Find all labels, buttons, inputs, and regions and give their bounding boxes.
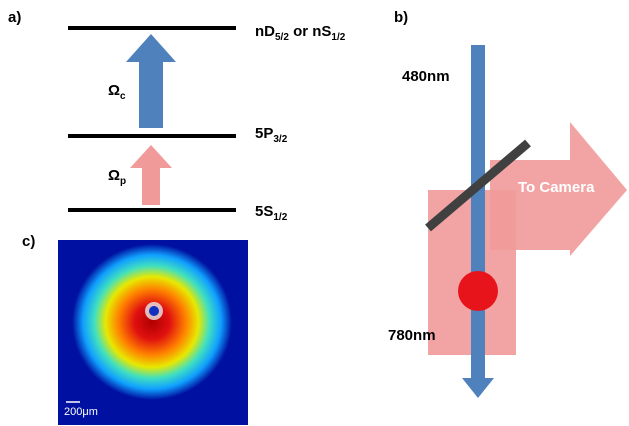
scale-label: 200μm [64, 406, 98, 418]
rabi-label: Ωp [108, 167, 126, 187]
probe-arrow [130, 145, 172, 205]
level-symbol: 5S [255, 203, 273, 220]
atom-cloud [458, 271, 498, 311]
level-symbol: 5P [255, 125, 273, 142]
level-subscript: 5/2 [275, 32, 289, 43]
blue-beam-head [462, 378, 494, 398]
coupling-arrow [126, 34, 176, 128]
level-subscript: 1/2 [273, 212, 287, 223]
level-label: 5P3/2 [255, 125, 288, 145]
figure: a) b) c) nD5/2 or nS1/2 5P3/2 5S1/2 Ωc Ω… [0, 0, 629, 426]
level-subscript: 3/2 [273, 134, 287, 145]
beam-label: 780nm [388, 327, 436, 344]
blue-beam [471, 45, 485, 380]
panel-label: b) [394, 9, 408, 26]
panel-label: c) [22, 233, 35, 250]
level-label: 5S1/2 [255, 203, 288, 223]
level-subscript: 1/2 [331, 32, 345, 43]
beam-label: 480nm [402, 68, 450, 85]
level-label: nD5/2 or nS1/2 [255, 23, 346, 43]
output-label: To Camera [518, 179, 595, 196]
blockade-hole [149, 306, 159, 316]
rabi-label: Ωc [108, 82, 126, 102]
level-symbol: or nS [289, 23, 332, 40]
cloud-image [72, 244, 232, 400]
level-symbol: nD [255, 23, 275, 40]
panel-label: a) [8, 9, 21, 26]
